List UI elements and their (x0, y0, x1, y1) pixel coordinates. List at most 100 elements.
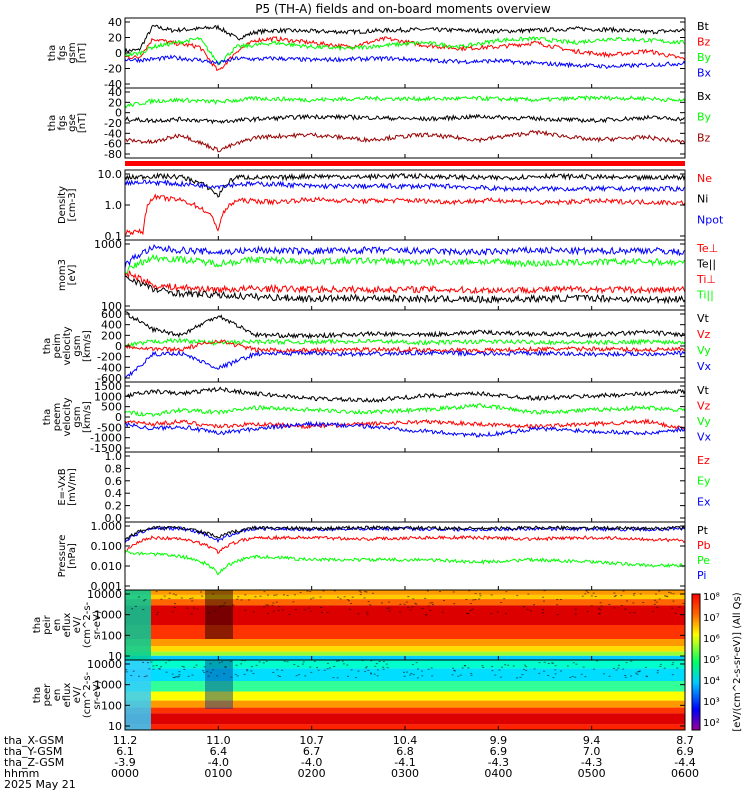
speckle (674, 612, 677, 614)
x-row-value: 6.1 (116, 745, 134, 758)
speckle (172, 593, 175, 595)
y-axis-label-line: eflux (62, 683, 73, 708)
speckle (481, 665, 484, 667)
legend-entry: Te|| (696, 258, 716, 271)
x-row-value: -4.3 (581, 756, 602, 769)
speckle (142, 609, 145, 611)
speckle (201, 595, 204, 597)
speckle (382, 666, 385, 668)
speckle (158, 668, 161, 670)
speckle (472, 599, 475, 601)
speckle (298, 674, 301, 676)
y-tick-label: 1.0 (105, 450, 123, 463)
y-axis-label-line: gse (67, 114, 78, 132)
speckle (559, 598, 562, 600)
date-label: 2025 May 21 (4, 778, 76, 791)
speckle (310, 671, 313, 673)
speckle (453, 669, 456, 671)
speckle (125, 671, 128, 673)
colorbar-title: [eV/(cm^2-s-sr-eV)] (All Qs) (732, 592, 743, 731)
speckle (181, 665, 184, 667)
speckle (415, 662, 418, 664)
speckle (668, 591, 671, 593)
x-row-value: -4.4 (674, 756, 695, 769)
spectrogram-band (125, 651, 685, 656)
speckle (644, 666, 647, 668)
series-Vx (124, 349, 686, 378)
speckle (336, 677, 339, 679)
speckle (415, 603, 418, 605)
speckle (651, 611, 654, 613)
speckle (339, 598, 342, 600)
speckle (272, 671, 275, 673)
speckle (364, 667, 367, 669)
speckle (155, 614, 158, 616)
spectrogram-band (125, 594, 685, 600)
y-axis-label-line: tha (42, 409, 53, 425)
speckle (399, 611, 402, 613)
y-axis-label-line: peer (42, 683, 53, 707)
legend-entry: Te⊥ (696, 242, 718, 255)
y-axis-label: thafgsgsm[nT] (47, 42, 88, 63)
speckle (302, 661, 305, 663)
speckle (220, 605, 223, 607)
y-axis-label: thapeemvelocitygsm[km/s] (42, 397, 93, 436)
y-axis-label-line: Density (57, 186, 68, 224)
speckle (453, 603, 456, 605)
speckle (176, 676, 179, 678)
y-axis-label: thapeimvelocitygsm[km/s] (42, 326, 93, 365)
speckle (371, 592, 374, 594)
y-axis-label-line: en (52, 689, 63, 702)
speckle (266, 594, 269, 596)
speckle (178, 671, 181, 673)
speckle (542, 596, 545, 598)
speckle (258, 661, 261, 663)
spectrogram-gap (205, 590, 233, 639)
y-axis-label-line: [eV] (67, 265, 78, 286)
y-tick-label: 0.100 (91, 540, 123, 553)
speckle (177, 675, 180, 677)
legend-entry: Vx (697, 431, 712, 444)
speckle (158, 668, 161, 670)
speckle (533, 604, 536, 606)
speckle (250, 666, 253, 668)
speckle (333, 590, 336, 592)
speckle (146, 662, 149, 664)
speckle (406, 671, 409, 673)
speckle (474, 593, 477, 595)
speckle (282, 594, 285, 596)
spectrogram-early (125, 590, 151, 660)
speckle (267, 604, 270, 606)
speckle (125, 669, 128, 671)
speckle (137, 596, 140, 598)
speckle (471, 608, 474, 610)
speckle (132, 670, 135, 672)
y-axis-label: thafgsgse[nT] (47, 113, 88, 133)
speckle (438, 591, 441, 593)
panels: 40200-20-40thafgsgsm[nT]BtBzByBx40200-20… (32, 16, 724, 733)
speckle (246, 670, 249, 672)
speckle (584, 676, 587, 678)
spectrogram-band (125, 660, 685, 669)
y-axis-label-line: [nT] (77, 113, 88, 133)
speckle (656, 606, 659, 608)
speckle (600, 605, 603, 607)
speckle (554, 673, 557, 675)
speckle (216, 675, 219, 677)
speckle (633, 592, 636, 594)
y-axis-label-line: peem (52, 403, 63, 431)
legend-entry: Vz (697, 400, 711, 413)
y-axis-label-line: fgs (57, 45, 68, 60)
speckle (639, 670, 642, 672)
panel-frame (124, 381, 686, 453)
legend-entry: Npot (697, 213, 724, 226)
speckle (263, 591, 266, 593)
panel-frame (124, 169, 686, 241)
speckle (333, 666, 336, 668)
speckle (265, 660, 268, 662)
speckle (273, 594, 276, 596)
speckle (190, 613, 193, 615)
speckle (474, 599, 477, 601)
speckle (405, 601, 408, 603)
speckle (376, 675, 379, 677)
